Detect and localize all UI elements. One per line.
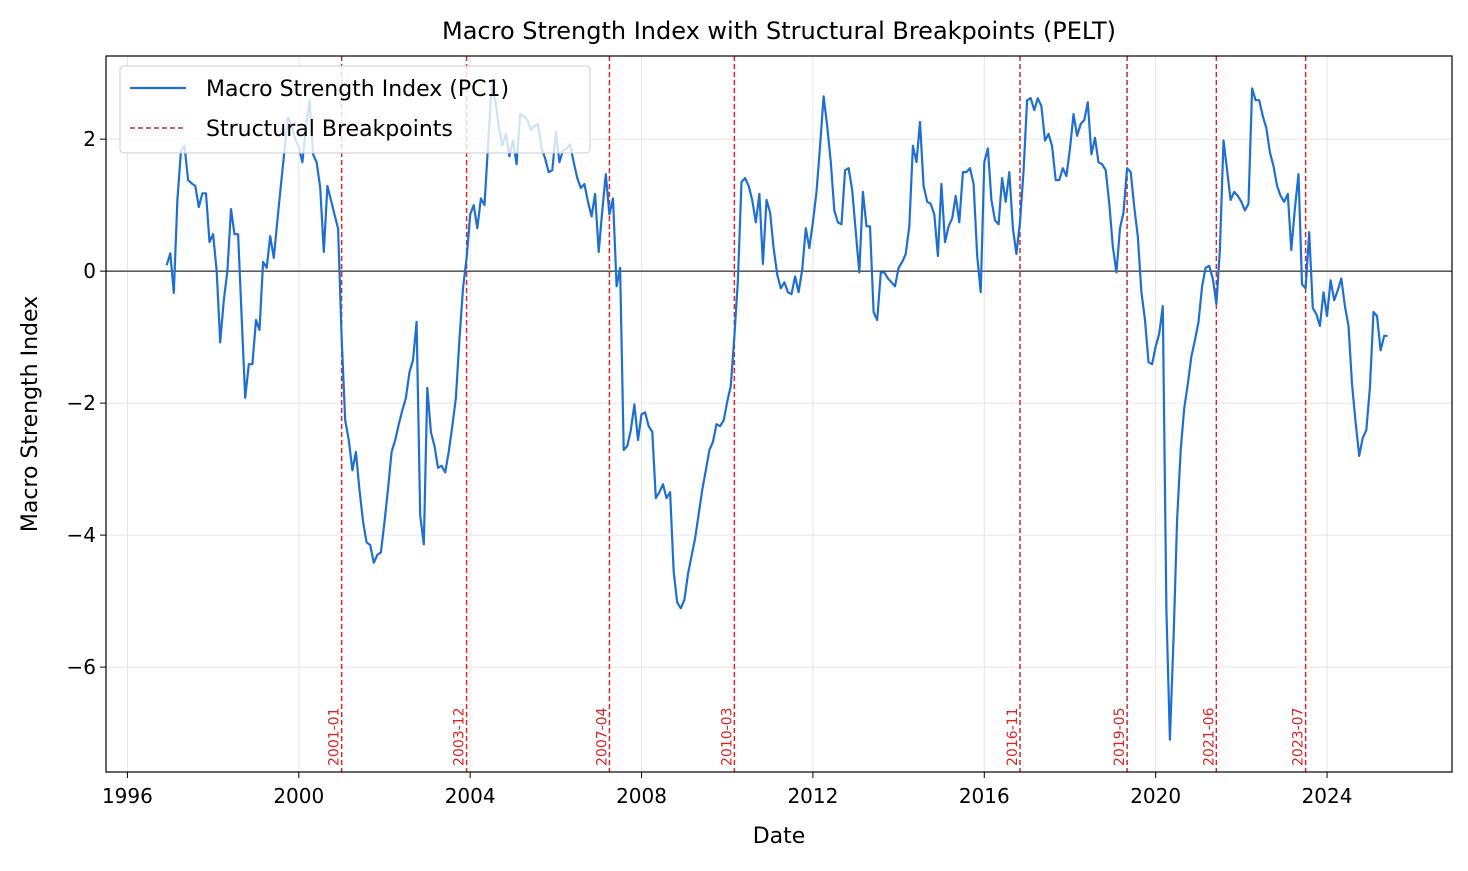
y-tick-label: 2 xyxy=(83,127,96,151)
legend-box xyxy=(119,65,591,154)
legend: Macro Strength Index (PC1) Structural Br… xyxy=(119,65,591,154)
x-tick-label: 2004 xyxy=(445,784,496,808)
y-axis-ticks: −6 −4 −2 0 2 xyxy=(67,127,106,679)
plot-frame xyxy=(105,55,1453,773)
x-tick-label: 2016 xyxy=(959,784,1010,808)
x-axis-ticks: 1996 2000 2004 2008 2012 2016 2020 2024 xyxy=(102,772,1353,808)
breakpoint-label: 2001-01 xyxy=(327,708,343,767)
breakpoint-label: 2021-06 xyxy=(1201,707,1217,766)
breakpoint-label: 2007-04 xyxy=(594,707,610,766)
breakpoint-label: 2019-05 xyxy=(1112,708,1128,767)
breakpoint-label: 2010-03 xyxy=(719,708,735,767)
breakpoint-lines xyxy=(340,56,1307,772)
x-tick-label: 2008 xyxy=(616,784,667,808)
breakpoint-label: 2003-12 xyxy=(452,708,468,767)
x-tick-label: 2024 xyxy=(1302,784,1353,808)
x-tick-label: 2020 xyxy=(1130,784,1181,808)
x-tick-label: 2012 xyxy=(787,784,838,808)
y-axis-label: Macro Strength Index xyxy=(18,296,43,532)
x-tick-label: 2000 xyxy=(273,784,324,808)
breakpoint-label: 2016-11 xyxy=(1005,708,1021,767)
x-axis-label: Date xyxy=(753,824,806,849)
y-tick-label: −6 xyxy=(67,655,96,679)
breakpoint-labels: 2001-01 2003-12 2007-04 2010-03 2016-11 2019-… xyxy=(327,707,1307,766)
chart-title: Macro Strength Index with Structural Bre… xyxy=(442,17,1116,45)
breakpoint-label: 2023-07 xyxy=(1291,708,1307,767)
series-line-macro-strength-index xyxy=(165,85,1388,741)
legend-label-breakpoints: Structural Breakpoints xyxy=(206,117,453,142)
y-tick-label: −2 xyxy=(67,391,96,415)
y-tick-label: 0 xyxy=(83,259,96,283)
y-tick-label: −4 xyxy=(67,523,96,547)
x-tick-label: 1996 xyxy=(102,784,153,808)
legend-label-series: Macro Strength Index (PC1) xyxy=(206,77,509,102)
